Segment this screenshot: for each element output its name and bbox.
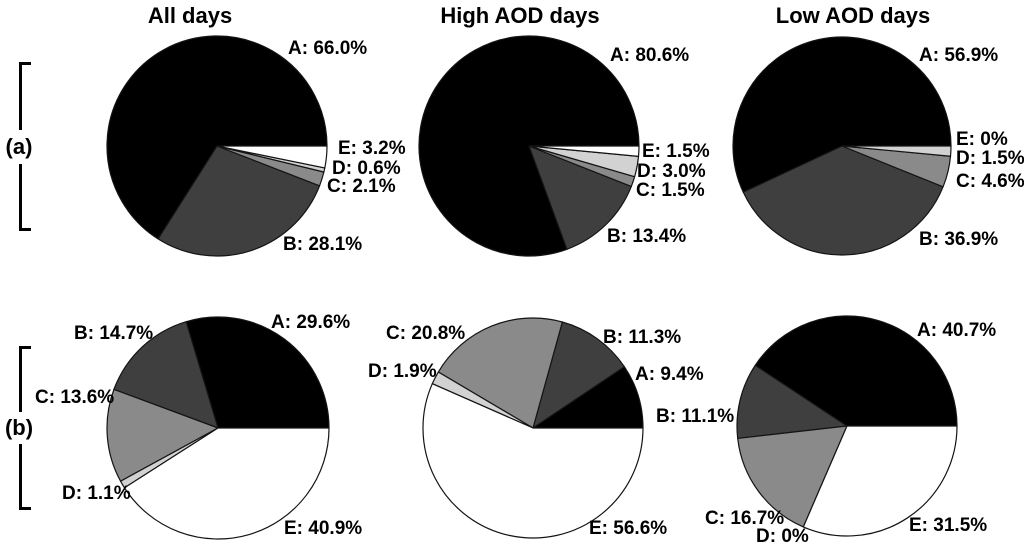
pie-3-slice-label-B: B: 14.7% [74,323,154,344]
row-label-b: (b) [4,415,34,440]
column-title-low-aod-days: Low AOD days [775,3,931,28]
bracket-b-tick-top [19,346,31,349]
pie-5-slice-label-A: A: 40.7% [917,320,997,341]
pie-5-slice-label-E: E: 31.5% [909,515,988,536]
pie-5-slice-label-D: D: 0% [756,526,809,547]
pie-1-slice-label-A: A: 80.6% [610,45,690,66]
pie-5-slice-label-B: B: 11.1% [656,406,735,427]
column-title-high-aod-days: High AOD days [440,3,600,28]
pie-2-slice-label-A: A: 56.9% [919,45,999,66]
pie-3-slice-label-E: E: 40.9% [284,518,363,539]
pie-1-slice-label-E: E: 1.5% [642,141,710,162]
pie-slice-E [528,145,640,157]
pie-2-slice-label-E: E: 0% [956,129,1008,150]
column-title-all-days: All days [147,3,233,28]
pie-chart-5 [736,315,958,537]
pie-slice-B [157,145,321,257]
pie-slice-B [532,321,625,429]
pie-4-slice-label-C: C: 20.8% [386,323,466,344]
pie-slice-A [106,35,328,240]
pie-0-slice-label-D: D: 0.6% [332,158,401,179]
bracket-b-line-lower [19,444,22,508]
pie-slice-E [422,383,644,539]
row-label-a: (a) [5,134,33,159]
pie-slice-A [732,36,952,193]
pie-chart-2 [732,36,952,256]
pie-slice-B [742,145,944,256]
pie-0-slice-label-A: A: 66.0% [288,38,368,59]
pie-slice-C [737,425,848,528]
pie-2-slice-label-B: B: 36.9% [919,229,999,250]
pie-slice-A [185,316,330,429]
pie-slice-C [106,388,219,482]
bracket-b-tick-bottom [19,507,31,510]
pie-slice-E [123,427,330,540]
pie-3-slice-label-C: C: 13.6% [35,387,115,408]
pie-slice-B [736,364,848,440]
pie-chart-3 [106,316,330,540]
pie-3-slice-label-A: A: 29.6% [271,312,351,333]
pie-0-slice-label-E: E: 3.2% [338,138,406,159]
pie-3-slice-label-D: D: 1.1% [62,483,131,504]
bracket-a-tick-top [19,62,31,65]
pie-4-slice-label-E: E: 56.6% [589,518,668,539]
pie-4-slice-label-A: A: 9.4% [635,364,704,385]
pie-1-slice-label-D: D: 3.0% [637,161,706,182]
pie-2-slice-label-D: D: 1.5% [956,148,1024,169]
pie-0-slice-label-B: B: 28.1% [283,234,363,255]
pie-slice-D [841,145,952,157]
pie-slice-E [216,145,328,169]
pie-slice-E [802,425,958,537]
pie-chart-0 [106,35,328,257]
pie-chart-1 [418,35,640,257]
pie-slice-B [528,145,632,250]
bracket-a-line-upper [19,62,22,130]
pie-slice-C [437,317,563,429]
pie-slice-B [113,321,219,429]
pie-0-slice-label-C: C: 2.1% [327,176,396,197]
pie-1-slice-label-B: B: 13.4% [607,226,687,247]
pie-5-slice-label-C: C: 16.7% [705,508,785,529]
bracket-a-tick-bottom [19,228,31,231]
pie-2-slice-label-C: C: 4.6% [956,171,1024,192]
bracket-b-line-upper [19,346,22,412]
pie-chart-4 [422,317,644,539]
pie-1-slice-label-C: C: 1.5% [636,180,705,201]
pie-4-slice-label-B: B: 11.3% [603,327,682,348]
bracket-a-line-lower [19,164,22,231]
pie-4-slice-label-D: D: 1.9% [368,361,437,382]
